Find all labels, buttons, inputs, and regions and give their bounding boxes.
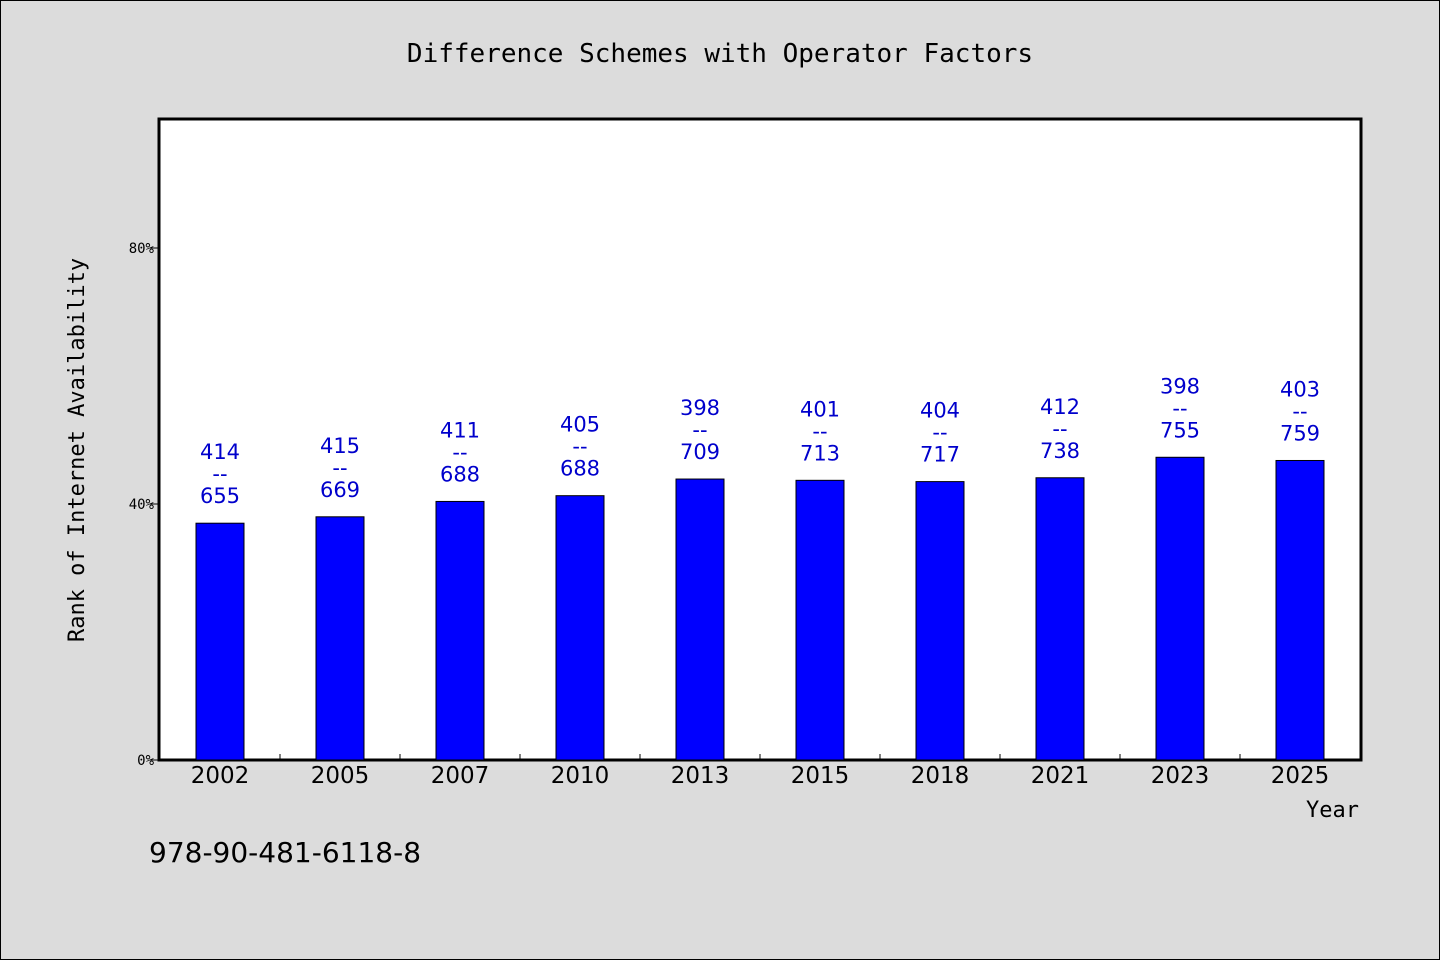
bar-label-2025-sep: -- xyxy=(1292,399,1307,423)
bar-label-2015-top: 401 xyxy=(800,397,840,421)
bar-label-2002-top: 414 xyxy=(200,440,240,464)
x-tick-label-2023: 2023 xyxy=(1151,763,1210,789)
bar-label-2021-sep: -- xyxy=(1052,417,1067,441)
bar-2025 xyxy=(1275,459,1325,761)
bar-labels-layer: 414--655415--669411--688405--688398--709… xyxy=(200,374,1320,508)
x-axis-title: Year xyxy=(1306,798,1359,823)
bar-2015 xyxy=(795,479,845,761)
y-tick-label-0: 0% xyxy=(137,753,154,769)
bar-label-2007-top: 411 xyxy=(440,418,480,442)
y-tick-label-80: 80% xyxy=(129,241,155,257)
bar-label-2013-sep: -- xyxy=(692,418,707,442)
bar-label-2010-bottom: 688 xyxy=(560,457,600,481)
x-axis: 2002 2005 2007 2010 2013 2015 2018 2021 2023 2025 xyxy=(191,754,1330,789)
bar-label-2002-sep: -- xyxy=(212,462,227,486)
bar-2023 xyxy=(1155,456,1205,761)
bar-label-2025-bottom: 759 xyxy=(1280,421,1320,445)
bar-2007 xyxy=(435,500,485,761)
chart-title: Difference Schemes with Operator Factors xyxy=(407,39,1033,69)
x-tick-label-2018: 2018 xyxy=(911,763,970,789)
bar-2002 xyxy=(195,522,245,761)
bar-label-2010-sep: -- xyxy=(572,435,587,459)
bar-label-2002-bottom: 655 xyxy=(200,484,240,508)
x-tick-label-2021: 2021 xyxy=(1031,763,1090,789)
bar-label-2025-top: 403 xyxy=(1280,377,1320,401)
bar-label-2023-bottom: 755 xyxy=(1160,418,1200,442)
bar-2021 xyxy=(1035,477,1085,761)
bar-label-2010-top: 405 xyxy=(560,413,600,437)
bar-label-2018-top: 404 xyxy=(920,399,960,423)
y-axis: 0% 40% 80% xyxy=(129,241,160,769)
bar-2013 xyxy=(675,478,725,761)
bar-label-2023-sep: -- xyxy=(1172,396,1187,420)
bar-2018 xyxy=(915,481,965,761)
x-tick-label-2013: 2013 xyxy=(671,763,730,789)
bar-label-2015-sep: -- xyxy=(812,419,827,443)
bar-label-2021-bottom: 738 xyxy=(1040,439,1080,463)
bar-label-2005-sep: -- xyxy=(332,456,347,480)
bar-label-2013-top: 398 xyxy=(680,396,720,420)
x-tick-label-2005: 2005 xyxy=(311,763,370,789)
x-tick-label-2025: 2025 xyxy=(1271,763,1330,789)
bar-label-2018-bottom: 717 xyxy=(920,443,960,467)
bar-label-2021-top: 412 xyxy=(1040,395,1080,419)
bar-label-2023-top: 398 xyxy=(1160,374,1200,398)
footer-isbn: 978-90-481-6118-8 xyxy=(149,836,421,869)
bar-2010 xyxy=(555,495,605,761)
x-tick-label-2007: 2007 xyxy=(431,763,490,789)
bar-label-2007-bottom: 688 xyxy=(440,462,480,486)
bar-label-2013-bottom: 709 xyxy=(680,440,720,464)
x-tick-label-2015: 2015 xyxy=(791,763,850,789)
bar-label-2018-sep: -- xyxy=(932,421,947,445)
bar-2005 xyxy=(315,516,365,761)
bar-label-2005-top: 415 xyxy=(320,434,360,458)
bar-label-2015-bottom: 713 xyxy=(800,441,840,465)
bars-layer xyxy=(195,456,1325,761)
y-axis-title: Rank of Internet Availability xyxy=(65,258,90,642)
bar-label-2007-sep: -- xyxy=(452,440,467,464)
bar-label-2005-bottom: 669 xyxy=(320,478,360,502)
x-tick-label-2010: 2010 xyxy=(551,763,610,789)
x-tick-label-2002: 2002 xyxy=(191,763,250,789)
y-tick-label-40: 40% xyxy=(129,497,155,513)
